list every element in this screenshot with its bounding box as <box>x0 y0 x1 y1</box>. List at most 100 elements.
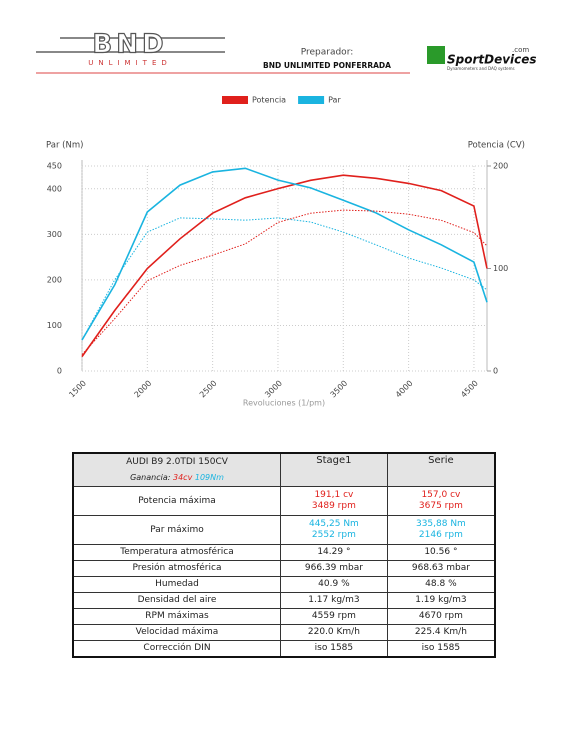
y-tick-label: 200 <box>47 275 62 284</box>
preparer: BND UNLIMITED PONFERRADA <box>263 61 391 70</box>
value-line: 445,25 Nm <box>308 519 359 529</box>
y-axis-title: Par (Nm) <box>46 141 83 151</box>
table-row: Humedad 40.9 % 48.8 % <box>72 576 496 593</box>
y-tick-label: 0 <box>57 367 62 376</box>
value-line: iso 1585 <box>314 643 354 653</box>
value-cell: 966.39 mbar <box>280 560 388 577</box>
value-line: 966.39 mbar <box>304 563 363 573</box>
x-tick-label: 2500 <box>198 379 219 400</box>
sd-logo: SportDevices <box>447 53 537 67</box>
value-cell: 445,25 Nm 2552 rpm <box>280 515 388 545</box>
sd-com: .com <box>512 46 529 54</box>
value-line: 225.4 Km/h <box>414 627 467 637</box>
y2-tick-label: 200 <box>493 162 508 171</box>
preparer-label: Preparador: <box>301 48 354 58</box>
table-title: AUDI B9 2.0TDI 150CV <box>126 457 228 467</box>
value-line: 1.19 kg/m3 <box>415 595 467 605</box>
logo-sub: UNLIMITED <box>88 59 172 67</box>
value-line: 191,1 cv <box>314 490 354 500</box>
row-label: Velocidad máxima <box>72 624 281 641</box>
row-label: RPM máximas <box>72 608 281 625</box>
value-line: 1.17 kg/m3 <box>308 595 360 605</box>
logo-decor <box>36 37 225 53</box>
value-cell: 1.19 kg/m3 <box>386 592 496 609</box>
value-line: 157,0 cv <box>421 490 461 500</box>
value-line: 10.56 ° <box>424 547 458 557</box>
value-cell: iso 1585 <box>280 640 388 658</box>
row-label: Temperatura atmosférica <box>72 544 281 561</box>
x-tick-label: 2000 <box>133 379 154 400</box>
y-tick-label: 100 <box>47 321 62 330</box>
value-cell: 225.4 Km/h <box>386 624 496 641</box>
logo: BND <box>92 30 167 60</box>
value-line: 3675 rpm <box>418 501 463 511</box>
gain: Ganancia: 34cv 109Nm <box>76 472 278 483</box>
row-label: Par máximo <box>72 515 281 545</box>
row-label: Humedad <box>72 576 281 593</box>
gain-power: 34cv <box>173 473 193 482</box>
line-serie <box>81 217 488 341</box>
value-line: 4559 rpm <box>311 611 356 621</box>
table-row: Par máximo 445,25 Nm 2552 rpm 335,88 Nm 2146… <box>72 515 496 545</box>
table-row: RPM máximas 4559 rpm 4670 rpm <box>72 608 496 625</box>
table-row: Corrección DIN iso 1585 iso 1585 <box>72 640 496 658</box>
line-serie <box>81 209 488 355</box>
legend-swatch <box>222 96 248 104</box>
table-row: Presión atmosférica 966.39 mbar 968.63 mba… <box>72 560 496 577</box>
title-cell: AUDI B9 2.0TDI 150CV Ganancia: 34cv 109Nm <box>72 452 281 487</box>
x-tick-label: 4500 <box>459 379 480 400</box>
value-cell: 10.56 ° <box>386 544 496 561</box>
table-row: Temperatura atmosférica 14.29 ° 10.56 ° <box>72 544 496 561</box>
gain-label: Ganancia: <box>130 473 171 482</box>
x-tick-label: 3500 <box>329 379 350 400</box>
value-cell: 335,88 Nm 2146 rpm <box>386 515 496 545</box>
gain-torque: 109Nm <box>194 473 224 482</box>
table-row: Potencia máxima 191,1 cv 3489 rpm 157,0 cv 3… <box>72 486 496 516</box>
value-cell: 4559 rpm <box>280 608 388 625</box>
x-tick-label: 4000 <box>394 379 415 400</box>
value-line: 14.29 ° <box>317 547 351 557</box>
value-line: 2552 rpm <box>311 530 356 540</box>
line-stage <box>81 174 488 358</box>
value-cell: 157,0 cv 3675 rpm <box>386 486 496 516</box>
row-label: Presión atmosférica <box>72 560 281 577</box>
chart: BND UNLIMITED Preparador: BND UNLIMITED … <box>36 29 537 408</box>
value-line: 2146 rpm <box>418 530 463 540</box>
header-row: AUDI B9 2.0TDI 150CV Ganancia: 34cv 109Nm… <box>72 452 496 487</box>
legend-label: Par <box>328 96 341 105</box>
value-cell: 220.0 Km/h <box>280 624 388 641</box>
value-cell: iso 1585 <box>386 640 496 658</box>
y2-tick-label: 100 <box>493 264 508 273</box>
value-cell: 48.8 % <box>386 576 496 593</box>
value-line: iso 1585 <box>421 643 461 653</box>
y2-tick-label: 0 <box>493 367 498 376</box>
value-line: 220.0 Km/h <box>307 627 360 637</box>
column-header: Stage1 <box>280 452 388 487</box>
x-tick-label: 3000 <box>263 379 284 400</box>
value-cell: 191,1 cv 3489 rpm <box>280 486 388 516</box>
value-line: 4670 rpm <box>418 611 463 621</box>
x-tick-label: 1500 <box>67 379 88 400</box>
x-axis-title: Revoluciones (1/pm) <box>243 399 325 408</box>
y-tick-label: 400 <box>47 184 62 193</box>
sd-icon <box>427 46 445 64</box>
results-table: AUDI B9 2.0TDI 150CV Ganancia: 34cv 109Nm… <box>72 452 496 658</box>
legend-swatch <box>298 96 325 104</box>
value-line: 3489 rpm <box>311 501 356 511</box>
value-cell: 14.29 ° <box>280 544 388 561</box>
table-row: Velocidad máxima 220.0 Km/h 225.4 Km/h <box>72 624 496 641</box>
y2-axis-title: Potencia (CV) <box>468 141 525 151</box>
row-label: Corrección DIN <box>72 640 281 658</box>
row-label: Potencia máxima <box>72 486 281 516</box>
y-tick-label: 450 <box>47 162 62 171</box>
legend-label: Potencia <box>252 96 286 105</box>
value-cell: 40.9 % <box>280 576 388 593</box>
sd-tag: Dynamometers and DAQ systems <box>447 66 515 71</box>
value-line: 40.9 % <box>318 579 350 589</box>
value-cell: 1.17 kg/m3 <box>280 592 388 609</box>
value-line: 48.8 % <box>425 579 457 589</box>
value-line: 968.63 mbar <box>411 563 470 573</box>
value-line: 335,88 Nm <box>415 519 466 529</box>
table-row: Densidad del aire 1.17 kg/m3 1.19 kg/m3 <box>72 592 496 609</box>
